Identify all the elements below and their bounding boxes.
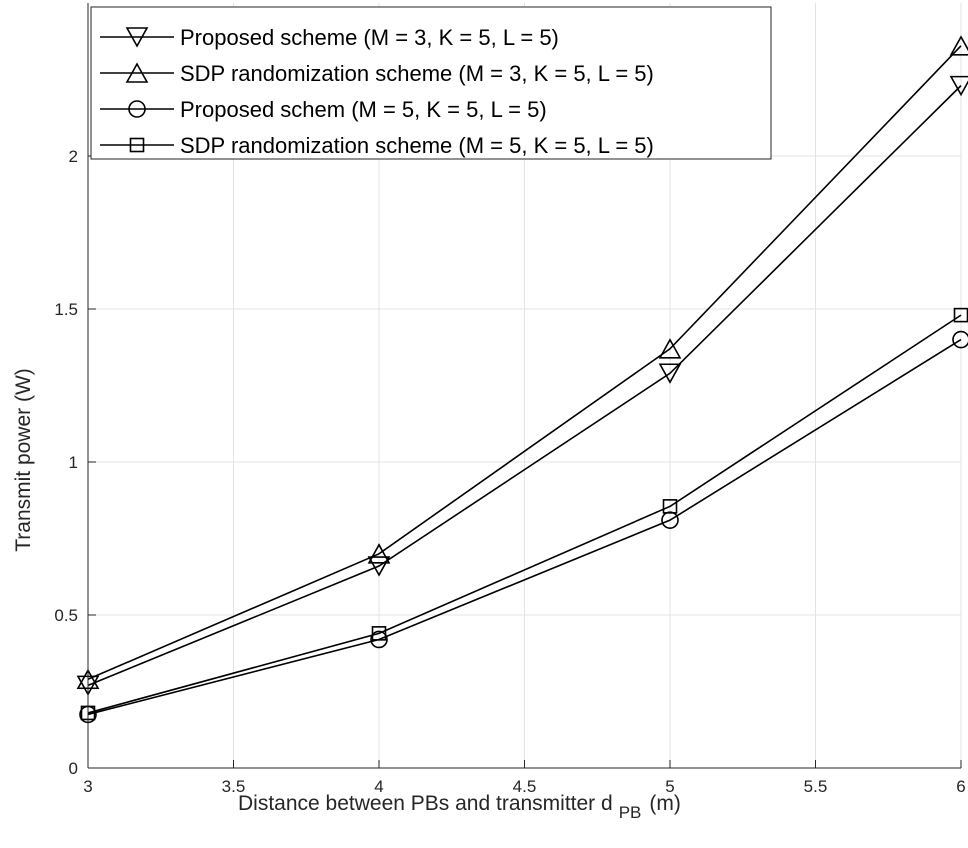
marker-triangle-down xyxy=(658,363,682,384)
marker-circle xyxy=(370,630,388,649)
y-tick-label: 0.5 xyxy=(54,606,78,625)
legend-label: Proposed schem (M = 5, K = 5, L = 5) xyxy=(180,97,547,122)
marker-triangle-up xyxy=(658,338,682,359)
legend-label: SDP randomization scheme (M = 3, K = 5, … xyxy=(180,61,654,86)
series-line xyxy=(87,45,962,680)
x-tick-label: 5.5 xyxy=(804,777,828,796)
x-axis-label-main: Distance between PBs and transmitter d xyxy=(238,792,613,815)
x-tick-label: 4 xyxy=(374,777,383,796)
marker-square xyxy=(129,137,145,153)
marker-square xyxy=(371,626,387,641)
marker-triangle-up xyxy=(949,35,968,56)
legend-label: SDP randomization scheme (M = 5, K = 5, … xyxy=(180,133,654,158)
legend-item-1: Proposed scheme (M = 3, K = 5, L = 5) xyxy=(100,25,559,50)
marker-triangle-up xyxy=(125,62,149,83)
legend-item-2: SDP randomization scheme (M = 3, K = 5, … xyxy=(100,61,654,86)
y-tick-label: 1.5 xyxy=(54,300,78,319)
marker-circle xyxy=(952,330,968,349)
x-tick-label: 4.5 xyxy=(513,777,537,796)
legend-item-4: SDP randomization scheme (M = 5, K = 5, … xyxy=(100,133,654,158)
x-tick-label: 3.5 xyxy=(222,777,246,796)
marker-circle xyxy=(128,100,146,118)
series-line xyxy=(87,338,962,716)
x-tick-label: 5 xyxy=(665,777,674,796)
legend-box xyxy=(90,6,772,160)
x-axis-label-unit: (m) xyxy=(649,792,680,815)
x-tick-label: 6 xyxy=(956,777,965,796)
legend: Proposed scheme (M = 3, K = 5, L = 5) SDP… xyxy=(90,6,772,160)
marker-triangle-up xyxy=(367,543,391,564)
marker-square xyxy=(662,499,678,514)
marker-triangle-down xyxy=(125,27,149,48)
x-axis-label-subscript: PB xyxy=(619,803,642,822)
series-1 xyxy=(76,75,968,697)
y-axis-label: Transmit power (W) xyxy=(12,368,35,552)
series-line xyxy=(87,85,962,687)
legend-item-3: Proposed schem (M = 5, K = 5, L = 5) xyxy=(100,97,547,122)
tick-labels: 3 3.5 4 4.5 5 5.5 6 0 0.5 1 1.5 2 xyxy=(54,147,965,796)
series-line xyxy=(87,314,962,714)
marker-triangle-down xyxy=(367,556,391,577)
y-tick-label: 1 xyxy=(69,453,78,472)
series-layer xyxy=(76,35,968,724)
marker-triangle-down xyxy=(949,75,968,97)
x-axis-label: Distance between PBs and transmitter d PB… xyxy=(238,792,681,822)
y-tick-label: 2 xyxy=(69,147,78,166)
y-tick-label: 0 xyxy=(69,759,78,778)
x-tick-label: 3 xyxy=(83,777,92,796)
legend-label: Proposed scheme (M = 3, K = 5, L = 5) xyxy=(180,25,559,50)
axes xyxy=(87,3,962,769)
